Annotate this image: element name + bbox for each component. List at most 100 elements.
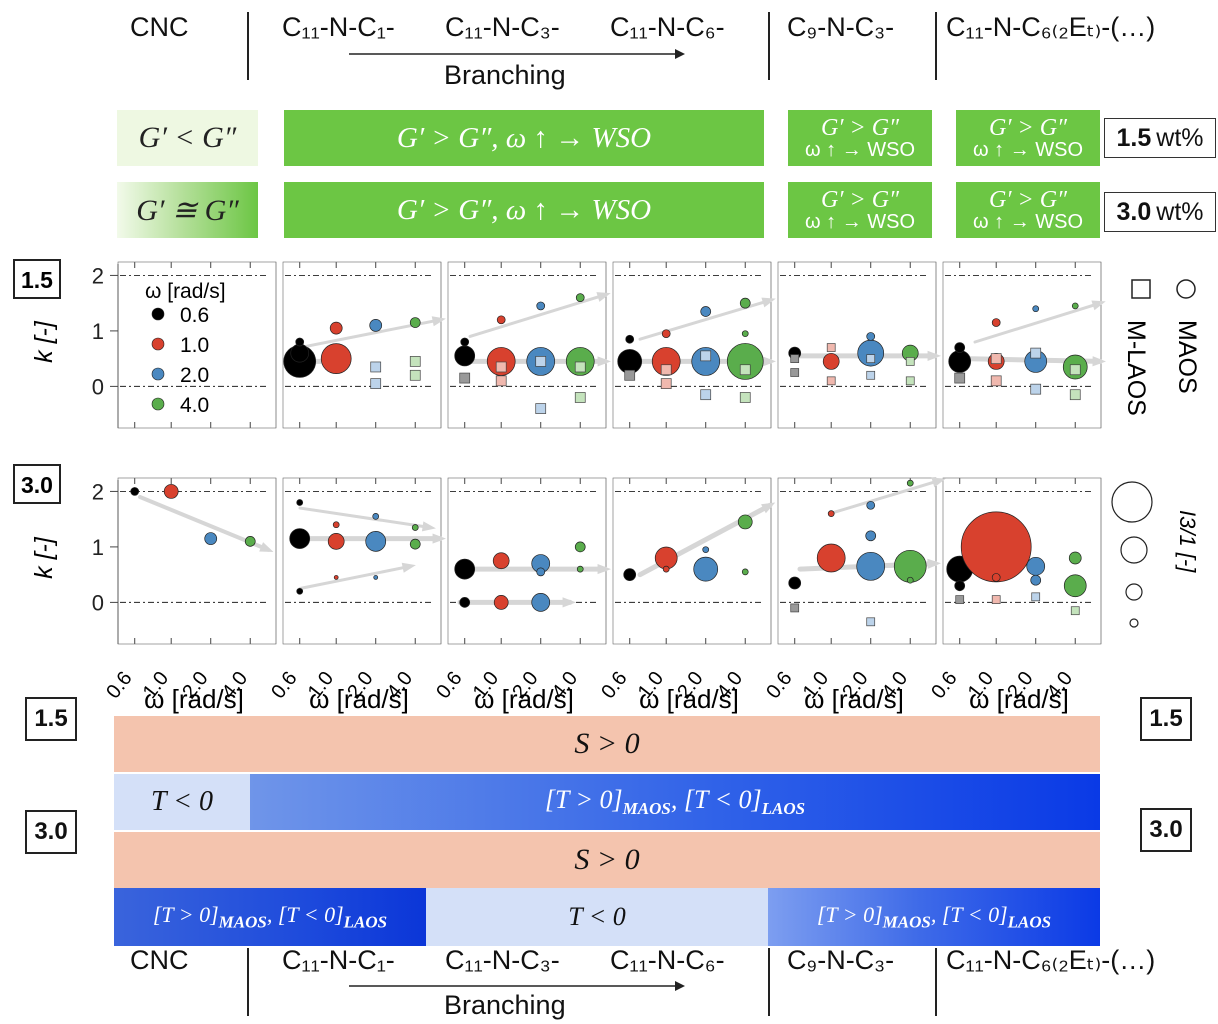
data-point-maos (1032, 305, 1040, 313)
trend-arrowhead (931, 477, 946, 488)
data-point-maos (651, 347, 681, 376)
sample-c11-n-c1-top: C₁₁-N-C₁- (282, 12, 395, 42)
data-point-mlaos (990, 375, 1002, 387)
data-point-mlaos (954, 372, 966, 384)
y-tick-label: 2 (92, 479, 104, 504)
data-point-maos (574, 541, 586, 553)
data-point-maos (691, 347, 721, 376)
data-point-mlaos (660, 364, 672, 376)
trend-arrowhead (562, 597, 576, 608)
wide-moduli-15: G′ > G″, ω ↑ → WSO (284, 110, 764, 166)
conc-label-15-wt: 1.5 wt% (1104, 118, 1216, 158)
band-t-mixed-15: [T > 0]MAOS, [T < 0]LAOS (250, 774, 1100, 830)
data-point-maos (741, 568, 749, 576)
trend-arrowhead (421, 521, 436, 532)
conc-label-top-right: 1.5 (1140, 697, 1192, 741)
divider (935, 12, 937, 80)
data-point-maos (741, 330, 749, 338)
panel-frame (282, 261, 442, 429)
data-point-mlaos (790, 603, 800, 613)
data-point-maos (565, 347, 595, 376)
data-point-mlaos (955, 595, 965, 604)
x-tick-label: 0.6 (597, 668, 631, 703)
panel-frame (117, 261, 277, 429)
data-point-mlaos (1070, 606, 1080, 616)
y-tick-label: 1 (92, 319, 104, 344)
c11e-moduli-30: G′ > G″ ω ↑ → WSO (956, 182, 1100, 238)
legend-marker (151, 397, 165, 411)
data-point-maos (460, 337, 470, 347)
k-scatter-chart: 0 1 2 k [-] 0 1 2 k [-] 1.5 3.0 0.6 1.0 2.0 4.0 ω [rad… (13, 259, 1201, 714)
panel-frame (942, 477, 1102, 645)
divider (247, 12, 249, 80)
data-point-maos (1068, 551, 1082, 565)
data-point-maos (948, 350, 972, 373)
data-point-mlaos (409, 356, 421, 367)
data-point-maos (575, 293, 585, 302)
panel-frame (777, 477, 937, 645)
data-point-maos (296, 499, 304, 506)
x-axis-label: ω [rad/s] (639, 684, 739, 714)
legend-size-marker (1125, 583, 1143, 601)
data-point-maos (295, 337, 305, 347)
legend-size-marker (1111, 481, 1153, 523)
legend-marker (151, 367, 165, 381)
data-point-maos (290, 343, 310, 363)
band-t-negative-30-center: T < 0 (426, 888, 768, 946)
legend-mlaos-label: M-LAOS (1122, 320, 1150, 416)
conc-label-text: 1.5 (21, 267, 53, 293)
data-point-mlaos (826, 376, 836, 386)
trend-arrow (828, 478, 942, 516)
trend-arrowhead (927, 350, 941, 361)
divider (768, 12, 770, 80)
sample-c11-n-c6-2et-bottom: C₁₁-N-C₆₍₂Eₜ₎-(…) (946, 945, 1156, 975)
data-point-maos (320, 343, 352, 374)
trend-arrow (638, 298, 772, 341)
x-axis-label: ω [rad/s] (474, 684, 574, 714)
data-point-maos (333, 575, 339, 580)
data-point-mlaos (866, 617, 876, 627)
data-point-mlaos (991, 595, 1001, 604)
band-t-mixed-30-left-label: [T > 0]MAOS, [T < 0]LAOS (152, 901, 388, 932)
band-s-positive-15: S > 0 (114, 716, 1100, 772)
data-point-maos (1030, 574, 1042, 586)
band-t-mixed-30-right: [T > 0]MAOS, [T < 0]LAOS (768, 888, 1100, 946)
data-point-mlaos (739, 392, 751, 403)
data-point-mlaos (1030, 347, 1042, 359)
legend-label: 4.0 (180, 394, 209, 417)
data-point-mlaos (535, 403, 547, 414)
x-tick-label: 0.6 (432, 668, 466, 703)
data-point-mlaos (990, 353, 1002, 364)
sample-c11-n-c6-top: C₁₁-N-C₆- (610, 12, 725, 42)
band-t-mixed-30-right-label: [T > 0]MAOS, [T < 0]LAOS (816, 901, 1052, 932)
x-tick-label: 0.6 (927, 668, 961, 703)
trend-arrowhead (259, 542, 274, 552)
data-point-maos (130, 487, 140, 496)
band-t-mixed-30-left: [T > 0]MAOS, [T < 0]LAOS (114, 888, 426, 946)
y-tick-label: 0 (92, 590, 104, 615)
data-point-maos (369, 319, 383, 332)
y-axis-label: k [-] (30, 320, 58, 363)
trend-arrowhead (1091, 300, 1106, 311)
c9-moduli-15: G′ > G″ ω ↑ → WSO (788, 110, 932, 166)
cnc-moduli-30: G′ ≅ G″ (117, 182, 258, 238)
branching-label: Branching (444, 990, 566, 1020)
sample-c9-n-c3-top: C₉-N-C₃- (787, 12, 895, 42)
legend-marker (151, 307, 165, 321)
divider (768, 948, 770, 1016)
data-point-maos (373, 575, 379, 580)
data-point-maos (365, 531, 387, 552)
trend-arrow (468, 293, 607, 338)
trend-arrow (637, 502, 773, 578)
trend-arrowhead (596, 292, 611, 302)
data-point-maos (960, 511, 1032, 583)
conc-label-box (13, 259, 61, 299)
data-point-mlaos (790, 354, 800, 363)
data-point-maos (991, 573, 1001, 582)
legend-size-marker (1120, 536, 1148, 564)
data-point-mlaos (1069, 364, 1081, 376)
legend-marker (151, 337, 165, 351)
legend-title: ω [rad/s] (145, 280, 226, 303)
data-point-maos (693, 556, 719, 582)
data-point-maos (866, 332, 876, 341)
